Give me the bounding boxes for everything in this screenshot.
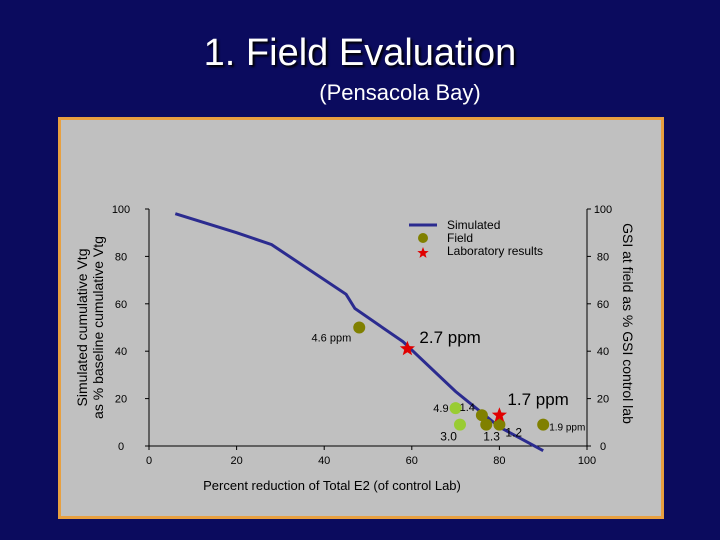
field-point bbox=[493, 418, 506, 431]
y-tick-label-right: 0 bbox=[600, 441, 606, 453]
y-tick-label-right: 100 bbox=[594, 204, 612, 216]
field-point bbox=[353, 321, 366, 334]
field-point-label: 1.4 bbox=[460, 402, 475, 414]
y-axis-label-line1: Simulated cumulative Vtg bbox=[74, 249, 90, 407]
y-tick-label-left: 80 bbox=[115, 251, 127, 263]
x-tick-label: 80 bbox=[493, 455, 505, 467]
x-axis-label: Percent reduction of Total E2 (of contro… bbox=[203, 478, 461, 493]
field-point bbox=[480, 418, 493, 431]
x-tick-label: 40 bbox=[318, 455, 330, 467]
field-point-label: 3.0 bbox=[440, 430, 457, 444]
legend-lab-swatch bbox=[417, 247, 429, 258]
y-tick-label-left: 0 bbox=[118, 441, 124, 453]
field-point bbox=[537, 418, 550, 431]
lab-result-label: 1.7 ppm bbox=[507, 390, 568, 409]
field-point-label: 1.3 bbox=[483, 430, 500, 444]
field-point bbox=[449, 402, 462, 415]
y-tick-label-right: 60 bbox=[597, 299, 609, 311]
field-point-label: 4.9 bbox=[433, 403, 448, 415]
slide-subtitle: (Pensacola Bay) bbox=[319, 80, 481, 105]
legend-label: Simulated bbox=[447, 218, 500, 232]
legend-label: Field bbox=[447, 231, 473, 245]
field-point-label: 1.9 ppm bbox=[549, 423, 585, 434]
lab-result-label: 2.7 ppm bbox=[419, 328, 480, 347]
field-point-label: 1.2 bbox=[505, 426, 522, 440]
slide-title: 1. Field Evaluation bbox=[203, 32, 517, 74]
x-tick-label: 0 bbox=[146, 455, 152, 467]
chart: 0 0 20 20 40 40 60 60 80 80 100 100 0 20 40 60 80 100 Perc… bbox=[74, 204, 636, 493]
x-tick-label: 100 bbox=[578, 455, 596, 467]
y-axis-label-line2: as % baseline cumulative Vtg bbox=[90, 236, 106, 419]
y-tick-label-right: 80 bbox=[597, 251, 609, 263]
y-tick-label-left: 40 bbox=[115, 346, 127, 358]
y-tick-label-left: 20 bbox=[115, 394, 127, 406]
lab-result-star bbox=[491, 407, 507, 422]
y-tick-label-left: 60 bbox=[115, 299, 127, 311]
legend-label: Laboratory results bbox=[447, 244, 543, 258]
legend-field-swatch bbox=[418, 233, 428, 243]
field-point bbox=[453, 418, 466, 431]
y-tick-label-right: 20 bbox=[597, 394, 609, 406]
lab-result-star bbox=[399, 340, 415, 356]
y-axis-label-right: GSI at field as % GSI control lab bbox=[620, 223, 636, 424]
y-tick-label-right: 40 bbox=[597, 346, 609, 358]
x-tick-label: 60 bbox=[406, 455, 418, 467]
chart-panel: 0 0 20 20 40 40 60 60 80 80 100 100 0 20 40 60 80 100 Perc… bbox=[58, 117, 664, 519]
field-point bbox=[475, 409, 488, 422]
y-tick-label-left: 100 bbox=[112, 204, 130, 216]
x-tick-label: 20 bbox=[230, 455, 242, 467]
field-point-label: 4.6 ppm bbox=[311, 333, 351, 345]
